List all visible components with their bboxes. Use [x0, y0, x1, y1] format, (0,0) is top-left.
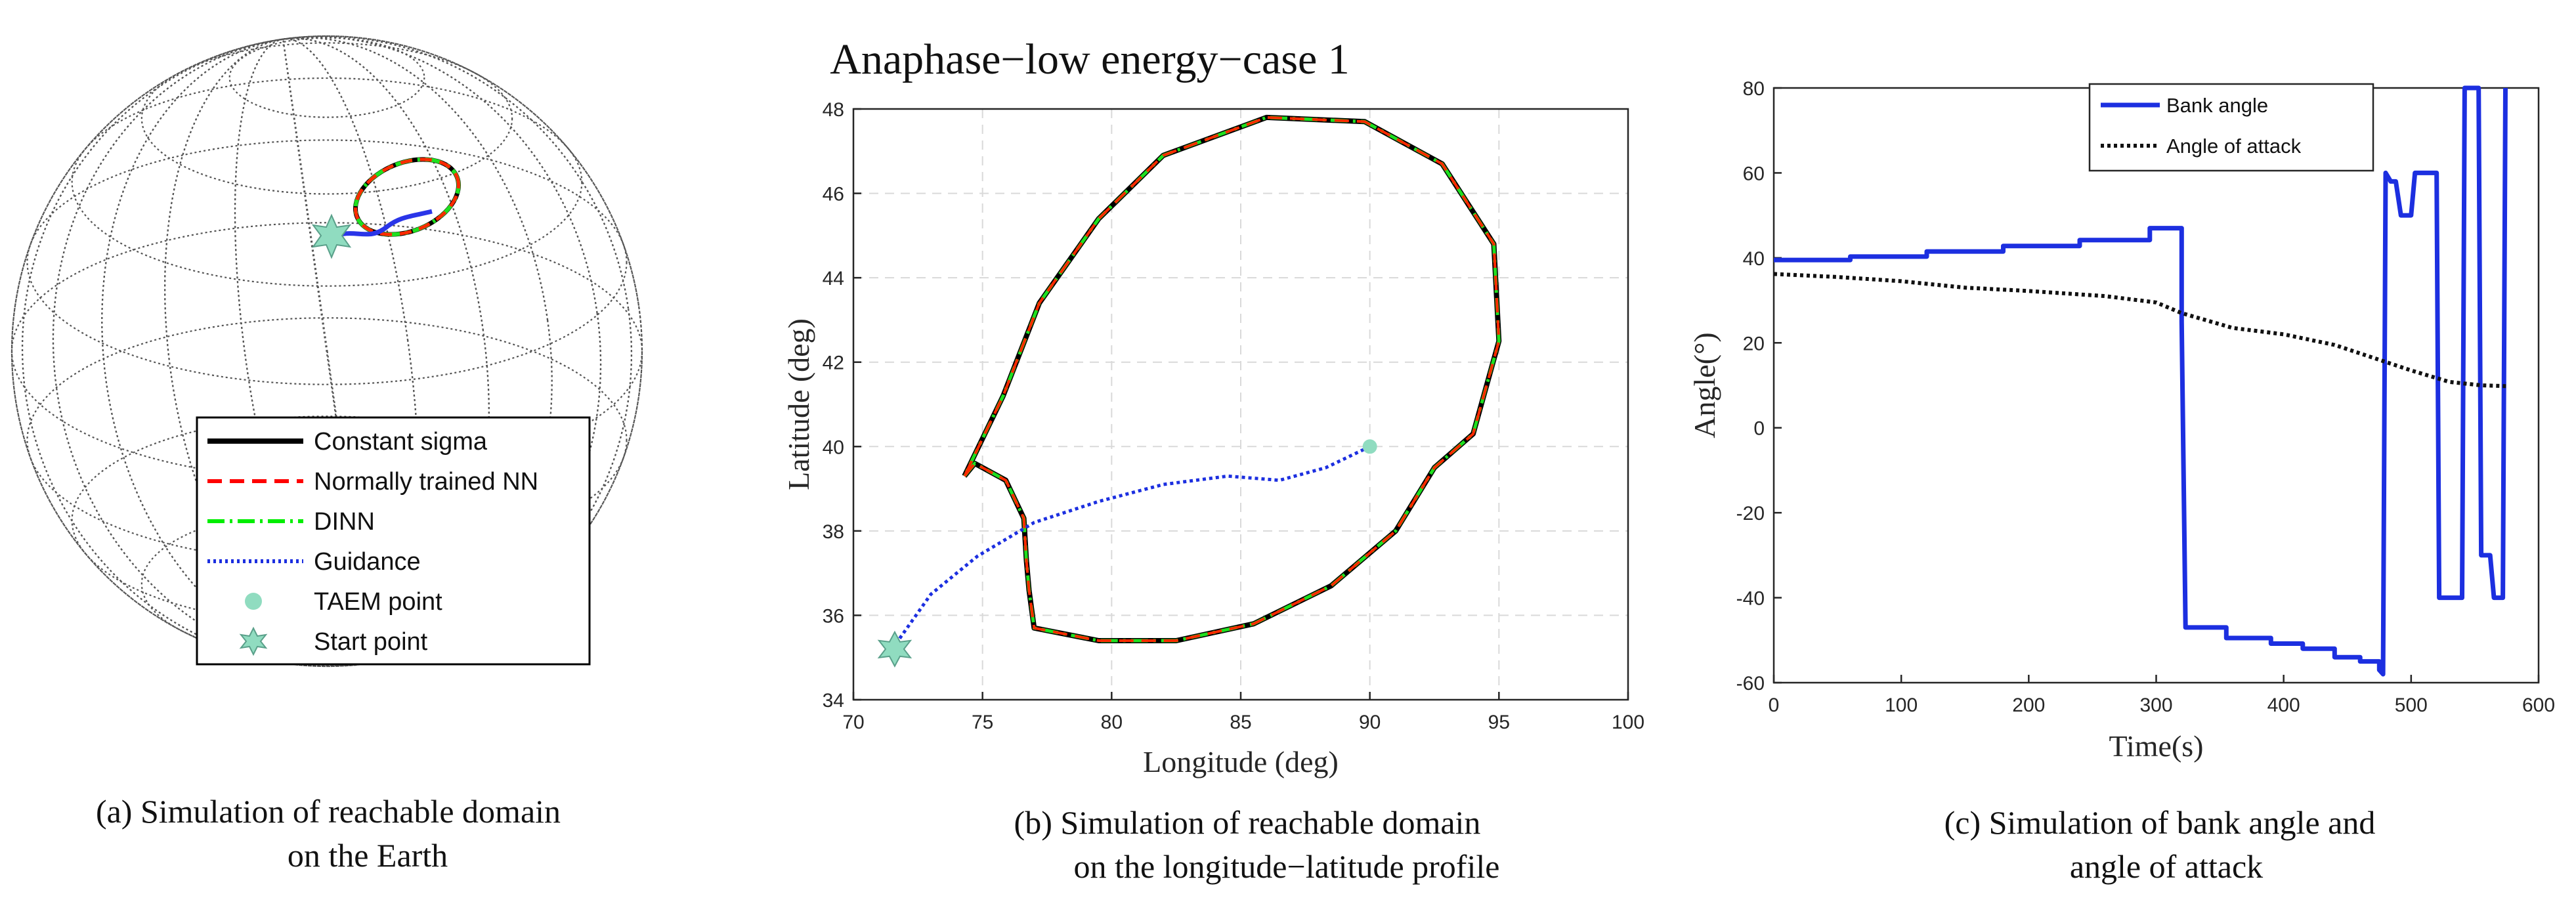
start-point-b	[877, 630, 912, 668]
globe-parallel	[228, 37, 425, 118]
caption-b-line1: (b) Simulation of reachable domain	[1014, 804, 1481, 841]
tick-label-c-x: 300	[2139, 694, 2172, 716]
tick-label-b-x: 85	[1230, 712, 1251, 733]
tick-label-b-y: 38	[823, 521, 844, 543]
globe-meridian	[234, 38, 420, 664]
globe-meridian	[52, 36, 602, 666]
tick-label-c-y: 0	[1753, 418, 1765, 440]
tick-label-c-x: 600	[2522, 694, 2555, 716]
legend-a-marker-taem	[245, 593, 262, 610]
legend-c-label: Bank angle	[2166, 94, 2268, 117]
globe-guidance-path	[330, 209, 433, 240]
ylabel-b: Latitude (deg)	[782, 318, 815, 490]
caption-c: (c) Simulation of bank angle and angle of…	[1944, 804, 2376, 885]
legend-a-label: TAEM point	[314, 588, 442, 616]
tick-label-c-x: 200	[2012, 694, 2045, 716]
legend-c-frame	[2088, 83, 2374, 172]
series-b-guidance	[890, 445, 1371, 650]
xlabel-b: Longitude (deg)	[1143, 745, 1339, 778]
tick-label-c-y: -20	[1736, 503, 1765, 524]
globe-start-point	[311, 213, 352, 259]
taem-point-b	[1362, 439, 1377, 454]
tick-label-b-y: 36	[823, 605, 844, 627]
globe-parallel	[140, 42, 513, 195]
tick-label-c-x: 500	[2395, 694, 2428, 716]
series-c-0	[1774, 85, 2508, 677]
tick-label-b-x: 75	[972, 712, 993, 733]
legend-c: Bank angle Angle of attack	[2088, 83, 2374, 172]
tick-label-b-x: 70	[842, 712, 864, 733]
caption-a-line1: (a) Simulation of reachable domain	[96, 793, 561, 830]
tick-label-c-y: 20	[1743, 333, 1765, 354]
series-b-dinn	[962, 116, 1501, 643]
tick-label-b-y: 44	[823, 268, 844, 289]
tick-label-b-y: 42	[823, 352, 844, 374]
legend-a-label: Start point	[314, 628, 428, 656]
tick-label-c-y: 40	[1743, 248, 1765, 270]
legend-a-label: Guidance	[314, 548, 421, 576]
tick-label-b-x: 100	[1612, 712, 1644, 733]
panel-b-chart: Anaphase−low energy−case 1 70 75 80 85 90 95 1…	[782, 35, 1644, 885]
legend-a-marker-start	[239, 626, 268, 656]
tick-label-b-y: 48	[823, 99, 844, 121]
tick-label-c-y: 80	[1743, 78, 1765, 100]
tick-label-c-x: 400	[2267, 694, 2300, 716]
tick-label-c-x: 100	[1885, 694, 1918, 716]
plot-c-area: 0 100 200 300 400 500 600 -60 -40 -20 0 20 40 60 80 Ban…	[1688, 78, 2555, 763]
series-c-1	[1773, 272, 2507, 389]
globe-domain-red	[354, 158, 460, 236]
legend-a-label: DINN	[314, 508, 375, 536]
legend-a: Constant sigma Normally trained NN DINN Gui…	[196, 416, 591, 666]
ylabel-c: Angle(°)	[1688, 332, 1721, 438]
tick-label-b-y: 40	[823, 437, 844, 458]
globe-meridian	[282, 38, 372, 664]
globe-parallel	[71, 77, 583, 287]
series-b-normal-nn	[963, 116, 1501, 642]
globe-meridian	[101, 37, 553, 666]
tick-label-b-y: 46	[823, 184, 844, 205]
caption-c-line2: angle of attack	[2070, 848, 2263, 885]
tick-label-c-x: 0	[1769, 694, 1780, 716]
globe-reachable-domain	[311, 157, 461, 259]
xlabel-c: Time(s)	[2109, 729, 2204, 763]
tick-label-b-x: 80	[1101, 712, 1123, 733]
tick-label-c-y: -60	[1736, 673, 1765, 694]
legend-a-label: Normally trained NN	[314, 468, 538, 496]
tick-label-b-y: 34	[823, 690, 844, 712]
axes-c-frame	[1772, 87, 2540, 684]
legend-a-label: Constant sigma	[314, 428, 488, 456]
plot-b-area: 70 75 80 85 90 95 100 34 36 38 40 42 44 46 48 Longitude…	[782, 99, 1644, 778]
panel-a-globe: Constant sigma Normally trained NN DINN Gui…	[11, 35, 643, 874]
tick-label-c-y: 60	[1743, 163, 1765, 184]
axes-b-frame	[852, 108, 1629, 701]
caption-a-line2: on the Earth	[288, 837, 448, 874]
tick-label-b-x: 95	[1488, 712, 1510, 733]
legend-c-label: Angle of attack	[2166, 135, 2302, 158]
tick-label-b-x: 90	[1359, 712, 1381, 733]
caption-b: (b) Simulation of reachable domain on the…	[1014, 804, 1500, 885]
caption-c-line1: (c) Simulation of bank angle and	[1944, 804, 2376, 841]
caption-b-line2: on the longitude−latitude profile	[1074, 848, 1500, 885]
globe-parallel	[26, 139, 628, 385]
caption-a: (a) Simulation of reachable domain on the…	[96, 793, 561, 874]
series-b-constant-sigma	[962, 114, 1502, 643]
tick-label-c-y: -40	[1736, 588, 1765, 610]
globe-meridian	[21, 35, 633, 667]
legend-a-frame	[196, 416, 591, 666]
panel-c-chart: 0 100 200 300 400 500 600 -60 -40 -20 0 20 40 60 80 Ban…	[1688, 78, 2555, 885]
chart-b-title: Anaphase−low energy−case 1	[830, 35, 1350, 83]
